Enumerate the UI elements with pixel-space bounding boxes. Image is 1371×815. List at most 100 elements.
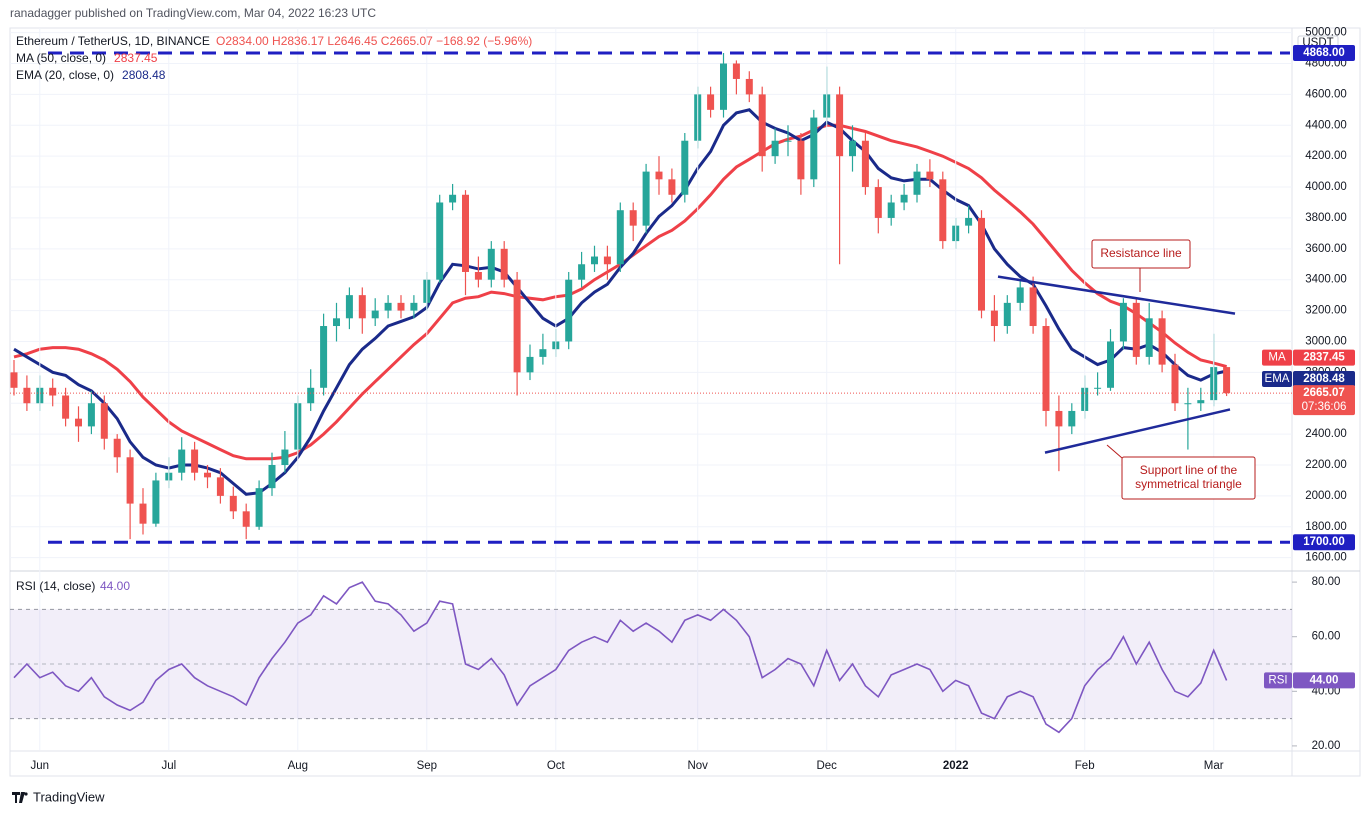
indicator-tag-bg — [1293, 371, 1355, 388]
candle-body — [539, 349, 547, 357]
level-tag-bg — [1293, 45, 1355, 62]
candle-body — [849, 140, 856, 157]
candle-body — [758, 94, 766, 157]
indicator-tag: 2808.48 — [1303, 373, 1345, 385]
candle-body — [887, 202, 895, 218]
candle-body — [1003, 302, 1011, 327]
candle-body — [23, 387, 31, 404]
ohlc: O2834.00 H2836.17 L2646.45 C2665.07 −168… — [216, 34, 532, 48]
indicator-legend: EMA (20, close, 0) — [16, 68, 114, 82]
indicator-tag: 2837.45 — [1303, 352, 1345, 364]
candle-body — [1094, 387, 1102, 389]
y-tick-label: 3800.00 — [1305, 212, 1347, 224]
candle-body — [900, 194, 908, 203]
candle-body — [229, 495, 237, 512]
candle-body — [913, 171, 921, 195]
x-tick-label: Jul — [161, 760, 176, 772]
candle-body — [771, 140, 779, 157]
annotation-text: Support line of the — [1140, 463, 1238, 477]
indicator-legend: MA (50, close, 0) — [16, 51, 106, 65]
last-price-bg — [1293, 385, 1355, 416]
candle-body — [204, 472, 211, 478]
candle-body — [1107, 341, 1114, 388]
indicator-tag-name: EMA — [1265, 373, 1290, 385]
candle-body — [732, 63, 740, 79]
y-tick-label: 3000.00 — [1305, 335, 1347, 347]
rsi-tick-label: 80.00 — [1312, 576, 1341, 588]
candle-body — [281, 449, 289, 465]
candle-body — [1042, 326, 1050, 411]
candle-body — [487, 248, 495, 280]
rsi-tag-name-bg — [1264, 672, 1292, 689]
candle-body — [410, 302, 418, 311]
y-tick-label: 2400.00 — [1305, 428, 1347, 440]
candle-body — [268, 464, 276, 489]
candle-body — [191, 449, 199, 473]
countdown: 07:36:06 — [1302, 401, 1347, 413]
annotation-box — [1121, 456, 1256, 500]
level-tag-bg — [1293, 534, 1355, 551]
candle-body — [100, 403, 108, 439]
candle-body — [591, 256, 598, 265]
y-tick-label: 4600.00 — [1305, 88, 1347, 100]
header: ranadagger published on TradingView.com,… — [10, 6, 376, 20]
candle-body — [1158, 318, 1166, 365]
indicator-tag-name-bg — [1262, 371, 1292, 388]
candle-body — [113, 438, 121, 458]
candle-body — [333, 318, 340, 327]
rsi-tag-bg — [1293, 672, 1355, 689]
indicator-tag-name-bg — [1262, 349, 1292, 366]
candle-body — [1223, 367, 1231, 394]
candle-body — [616, 210, 624, 265]
rsi-tag: 44.00 — [1310, 674, 1339, 686]
candle-body — [797, 140, 805, 180]
x-tick-label: 2022 — [943, 760, 969, 772]
candle-body — [926, 171, 934, 180]
rsi-legend: RSI (14, close) — [16, 579, 95, 593]
trend-line — [1044, 408, 1231, 454]
candle-body — [75, 418, 82, 427]
rsi-line — [13, 581, 1228, 734]
candle-body — [603, 256, 611, 265]
candle-body — [358, 295, 366, 319]
candle-body — [1132, 302, 1140, 357]
candle-body — [1016, 287, 1024, 303]
candle-body — [87, 403, 95, 427]
candle-body — [126, 457, 134, 504]
annotation-box — [1091, 239, 1191, 269]
candle-body — [681, 140, 689, 195]
rsi-tick-label: 60.00 — [1312, 631, 1341, 643]
y-tick-label: 3400.00 — [1305, 274, 1347, 286]
indicator-value: 2808.48 — [122, 68, 166, 82]
footer-logo: TradingView — [12, 789, 105, 804]
title: Ethereum / TetherUS, 1D, BINANCE — [16, 34, 210, 48]
candle-body — [526, 356, 534, 373]
candle-body — [139, 503, 147, 524]
candle-body — [1197, 400, 1205, 404]
candle-body — [874, 187, 882, 218]
candle-body — [397, 302, 405, 311]
candle-body — [1119, 302, 1127, 342]
candle-body — [861, 140, 869, 188]
candle-body — [578, 264, 586, 280]
x-tick-label: Aug — [288, 760, 308, 772]
candle-body — [152, 480, 160, 524]
candle-body — [513, 279, 521, 373]
annotation-text: symmetrical triangle — [1135, 477, 1242, 491]
candle-body — [1145, 318, 1153, 357]
candle-body — [178, 449, 186, 473]
candle-body — [307, 387, 315, 404]
candle-body — [836, 94, 844, 157]
candle-body — [500, 248, 508, 280]
y-tick-label: 4200.00 — [1305, 150, 1347, 162]
y-tick-label: 1600.00 — [1305, 552, 1347, 564]
annotation-arrow — [1106, 444, 1123, 459]
footer: TradingView — [33, 789, 105, 804]
candle-body — [216, 477, 224, 496]
candle-body — [810, 117, 818, 180]
y-tick-label: 3200.00 — [1305, 305, 1347, 317]
y-tick-label: 2200.00 — [1305, 459, 1347, 471]
candle-body — [345, 295, 353, 319]
x-tick-label: Sep — [417, 760, 437, 772]
candle-body — [62, 395, 70, 419]
